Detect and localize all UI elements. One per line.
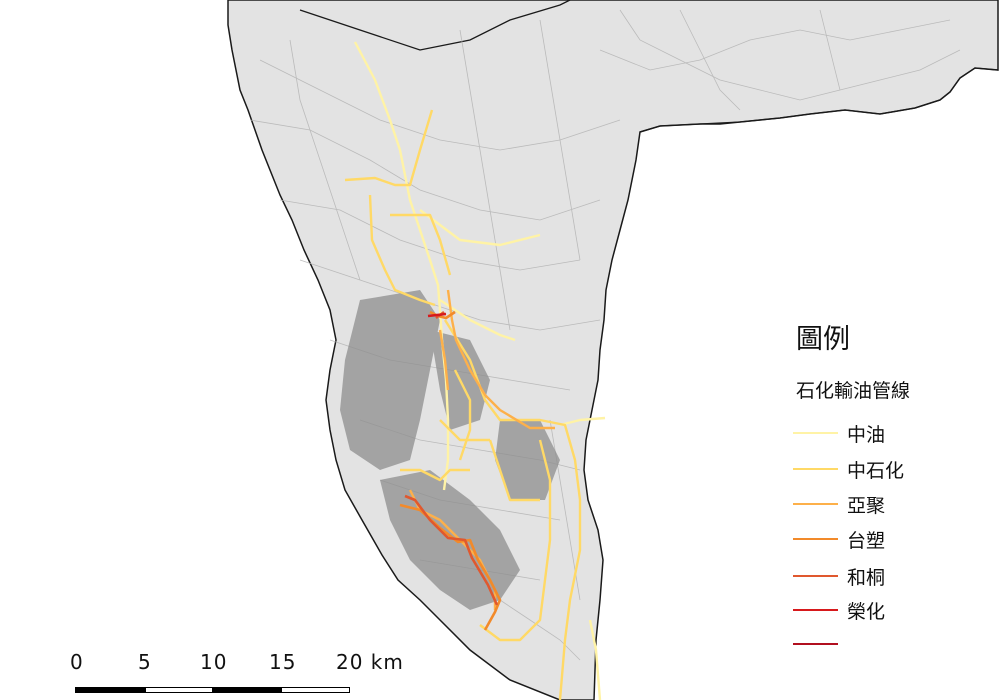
legend-label: 中油 [847, 424, 886, 446]
legend-swatch [793, 432, 838, 434]
legend-item-zhongshihua: 中石化 [793, 458, 948, 482]
legend-item-hetong: 和桐 [793, 565, 948, 589]
legend-swatch [793, 503, 838, 505]
legend-title: 圖例 [796, 324, 850, 355]
legend-label: 台塑 [847, 530, 886, 552]
legend-swatch [793, 468, 838, 470]
legend-swatch [793, 643, 838, 645]
scale-tick-label: 15 [269, 650, 297, 674]
legend-item-ronghua: 榮化 [793, 599, 948, 623]
pipeline-ronghua [427, 312, 447, 318]
legend-label: 亞聚 [847, 495, 886, 517]
scale-segment [213, 687, 281, 693]
legend-subtitle: 石化輸油管線 [796, 380, 911, 402]
legend-swatch [793, 575, 838, 577]
legend-label: 中石化 [847, 460, 905, 482]
scale-tick-label: 20 km [336, 650, 404, 674]
legend-item-unlabeled [793, 633, 948, 655]
urban-areas [340, 290, 560, 610]
road-network [249, 9, 961, 661]
scale-bar: 0 5 10 15 20 km [60, 650, 420, 695]
legend-swatch [793, 609, 838, 611]
legend-label: 榮化 [847, 601, 886, 623]
scale-segment [281, 687, 350, 693]
pipeline-zhongshihua [344, 109, 582, 700]
legend-item-yaju: 亞聚 [793, 493, 948, 517]
scale-tick-label: 10 [200, 650, 228, 674]
legend-item-zhongyou: 中油 [793, 422, 948, 446]
scale-tick-label: 5 [138, 650, 152, 674]
scale-segment [145, 687, 213, 693]
scale-tick-label: 0 [70, 650, 84, 674]
legend-label: 和桐 [847, 567, 886, 589]
legend-swatch [793, 538, 838, 540]
north-coast [299, 0, 571, 51]
scale-segment [75, 687, 145, 693]
map-legend: 圖例 石化輸油管線 中油 中石化 亞聚 台塑 和桐 榮化 [783, 303, 954, 665]
legend-item-taisu: 台塑 [793, 528, 948, 552]
pipeline-zhongyou [353, 41, 606, 700]
river-line [639, 67, 999, 133]
